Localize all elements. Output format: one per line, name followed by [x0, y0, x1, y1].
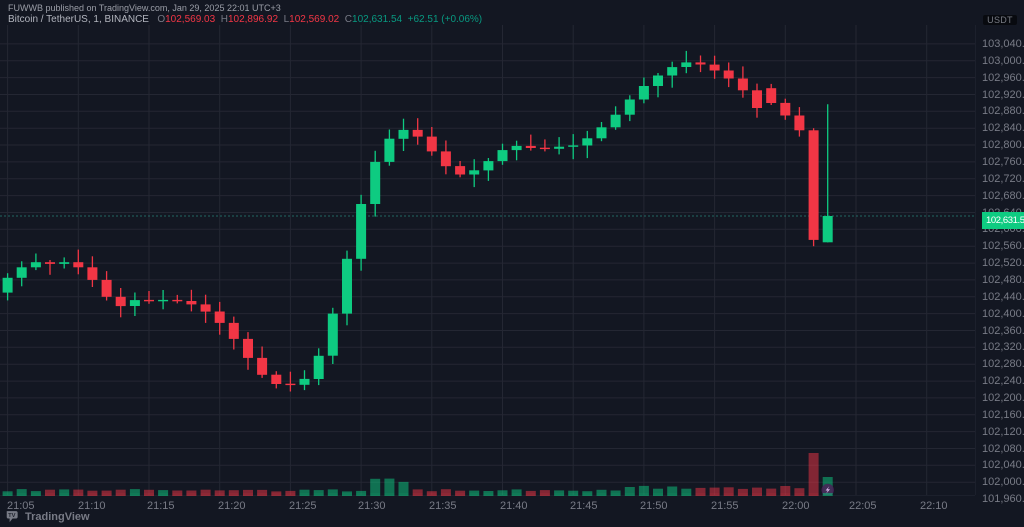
svg-text:TV: TV	[8, 513, 16, 519]
